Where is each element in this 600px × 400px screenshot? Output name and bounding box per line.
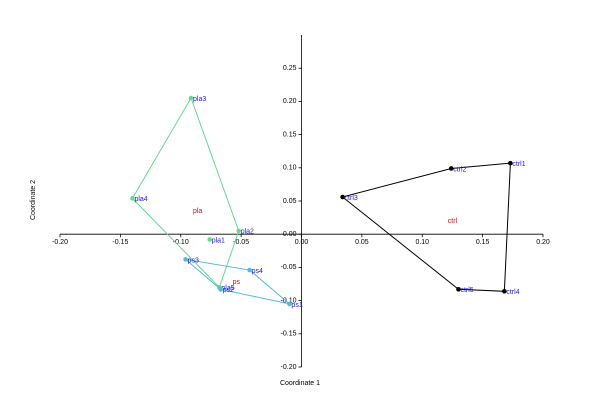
- y-tick-label: -0.05: [281, 264, 297, 271]
- point-label: ctrl2: [453, 166, 466, 173]
- y-tick-label: 0.20: [283, 98, 297, 105]
- point: [247, 267, 252, 273]
- point: [183, 257, 188, 262]
- point-label: ps3: [188, 257, 199, 264]
- y-tick-label: -0.15: [281, 331, 297, 338]
- x-tick-label: 0.20: [536, 239, 550, 246]
- y-tick-label: -0.20: [281, 364, 297, 371]
- x-tick-label: -0.20: [52, 239, 68, 246]
- point: [218, 287, 223, 292]
- point-label: ps2: [223, 287, 234, 294]
- x-tick-label: 0.15: [476, 239, 490, 246]
- point-label: pla3: [193, 96, 206, 103]
- y-tick-label: 0.10: [283, 165, 297, 172]
- point: [188, 95, 194, 101]
- point-label: ctrl3: [345, 195, 358, 202]
- point-label: pla2: [241, 229, 254, 236]
- point: [207, 237, 213, 242]
- y-axis-label: Coordinate 2: [30, 180, 37, 220]
- x-tick-label: -0.05: [233, 239, 249, 246]
- hull: [341, 162, 511, 292]
- group-label: ps: [233, 279, 241, 286]
- point: [236, 228, 242, 234]
- point: [448, 166, 454, 171]
- point-label: ps1: [291, 302, 302, 309]
- y-tick-label: 0.15: [283, 131, 297, 138]
- group-label: pla: [193, 208, 202, 215]
- x-tick-label: -0.10: [173, 239, 189, 246]
- point-label: pla5: [221, 285, 234, 292]
- x-axis-label: Coordinate 1: [280, 380, 320, 387]
- point-label: ctrl5: [460, 287, 473, 294]
- point: [508, 160, 513, 166]
- x-tick-label: 0.05: [355, 239, 369, 246]
- point-label: ctrl1: [512, 161, 525, 168]
- point: [340, 194, 345, 200]
- point-label: ps4: [252, 268, 263, 275]
- y-tick-label: 0.25: [283, 65, 297, 72]
- point-label: pla4: [134, 196, 147, 203]
- point: [456, 287, 461, 292]
- x-tick-label: -0.15: [112, 239, 128, 246]
- y-tick-label: 0.05: [283, 198, 297, 205]
- x-tick-label: 0.00: [295, 239, 309, 246]
- y-tick-label: 0.00: [283, 231, 297, 238]
- point: [130, 196, 135, 201]
- point-label: ctrl4: [506, 289, 519, 296]
- point: [287, 301, 292, 307]
- point-label: pla1: [212, 237, 225, 244]
- x-tick-label: 0.10: [415, 239, 429, 246]
- group-label: ctrl: [448, 218, 458, 225]
- point: [502, 289, 507, 294]
- y-tick-label: -0.10: [281, 297, 297, 304]
